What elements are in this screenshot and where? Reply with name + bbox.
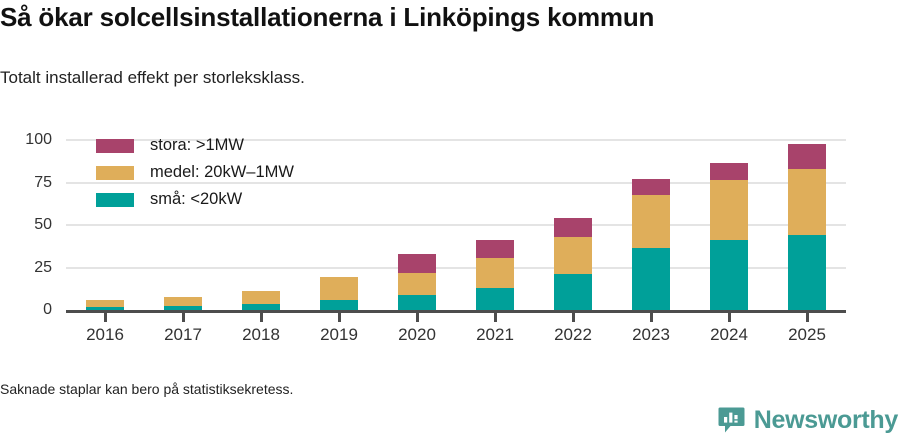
bar-chart-speech-bubble-icon xyxy=(718,406,745,434)
bar-group[interactable] xyxy=(242,290,280,310)
bar-segment[interactable] xyxy=(164,297,202,306)
bar-group[interactable] xyxy=(476,240,514,310)
gridline xyxy=(66,181,846,184)
chart-legend: stora: >1MW medel: 20kW–1MW små: <20kW xyxy=(96,132,294,213)
x-axis-tick xyxy=(805,313,809,322)
bar-segment[interactable] xyxy=(476,287,514,310)
x-axis-tick xyxy=(649,313,653,322)
bar-group[interactable] xyxy=(554,218,592,310)
legend-item[interactable]: medel: 20kW–1MW xyxy=(96,159,294,186)
bar-segment[interactable] xyxy=(320,276,358,300)
bar-segment[interactable] xyxy=(398,272,436,295)
x-axis-tick xyxy=(259,313,263,322)
bar-segment[interactable] xyxy=(710,163,748,181)
bar-segment[interactable] xyxy=(788,169,826,236)
y-axis-tick-label: 0 xyxy=(43,301,52,318)
chart-subtitle: Totalt installerad effekt per storlekskl… xyxy=(0,68,305,87)
gridline xyxy=(66,139,846,142)
bar-segment[interactable] xyxy=(632,179,670,195)
bar-group[interactable] xyxy=(710,163,748,310)
legend-item[interactable]: små: <20kW xyxy=(96,186,294,213)
x-axis-tick-label: 2016 xyxy=(86,325,124,344)
bar-group[interactable] xyxy=(86,300,124,310)
x-axis-tick xyxy=(337,313,341,322)
bar-segment[interactable] xyxy=(398,294,436,310)
bar-segment[interactable] xyxy=(476,258,514,288)
x-axis-tick xyxy=(571,313,575,322)
legend-item[interactable]: stora: >1MW xyxy=(96,132,294,159)
x-axis-tick xyxy=(727,313,731,322)
x-axis-tick-label: 2018 xyxy=(242,325,280,344)
bar-segment[interactable] xyxy=(164,305,202,310)
bar-segment[interactable] xyxy=(710,239,748,310)
legend-item-label: stora: >1MW xyxy=(150,136,244,154)
bar-segment[interactable] xyxy=(86,307,124,310)
bar-segment[interactable] xyxy=(632,248,670,310)
bar-group[interactable] xyxy=(632,179,670,310)
legend-swatch xyxy=(96,192,134,207)
bar-segment[interactable] xyxy=(476,240,514,259)
bar-segment[interactable] xyxy=(788,235,826,310)
x-axis-tick-label: 2023 xyxy=(632,325,670,344)
x-axis-tick xyxy=(493,313,497,322)
x-axis-tick-label: 2024 xyxy=(710,325,748,344)
x-axis-tick-label: 2017 xyxy=(164,325,202,344)
brand-name: Newsworthy xyxy=(753,405,899,434)
gridline xyxy=(66,266,846,269)
bar-segment[interactable] xyxy=(86,300,124,308)
bar-segment[interactable] xyxy=(242,304,280,310)
bar-group[interactable] xyxy=(788,143,826,310)
bar-segment[interactable] xyxy=(398,254,436,273)
bar-group[interactable] xyxy=(164,297,202,310)
bar-segment[interactable] xyxy=(242,290,280,305)
bar-segment[interactable] xyxy=(554,218,592,238)
bar-group[interactable] xyxy=(320,276,358,310)
y-axis-tick-label: 50 xyxy=(34,216,52,234)
legend-swatch xyxy=(96,165,134,180)
x-axis-tick xyxy=(181,313,185,322)
bar-group[interactable] xyxy=(398,254,436,310)
x-axis-tick-label: 2022 xyxy=(554,325,592,344)
bar-segment[interactable] xyxy=(320,299,358,310)
y-axis-tick-label: 25 xyxy=(34,258,52,276)
x-axis-line xyxy=(66,310,846,313)
legend-item-label: medel: 20kW–1MW xyxy=(150,163,294,181)
bar-segment[interactable] xyxy=(554,273,592,310)
newsworthy-logo[interactable]: Newsworthy xyxy=(718,405,898,435)
x-axis-tick xyxy=(103,313,107,322)
bar-segment[interactable] xyxy=(554,237,592,274)
legend-item-label: små: <20kW xyxy=(150,190,243,208)
bar-segment[interactable] xyxy=(632,194,670,249)
x-axis-tick-label: 2021 xyxy=(476,325,514,344)
x-axis-tick-label: 2025 xyxy=(788,325,826,344)
bar-segment[interactable] xyxy=(710,180,748,240)
footnote: Saknade staplar kan bero på statistiksek… xyxy=(0,381,294,397)
y-axis-tick-label: 75 xyxy=(34,173,52,191)
gridline xyxy=(66,224,846,227)
x-axis-tick-label: 2020 xyxy=(398,325,436,344)
bar-segment[interactable] xyxy=(788,143,826,170)
chart-title: Så ökar solcellsinstallationerna i Linkö… xyxy=(0,2,655,32)
x-axis-tick xyxy=(415,313,419,322)
y-axis-tick-label: 100 xyxy=(25,131,52,149)
x-axis-tick-label: 2019 xyxy=(320,325,358,344)
legend-swatch xyxy=(96,138,134,153)
